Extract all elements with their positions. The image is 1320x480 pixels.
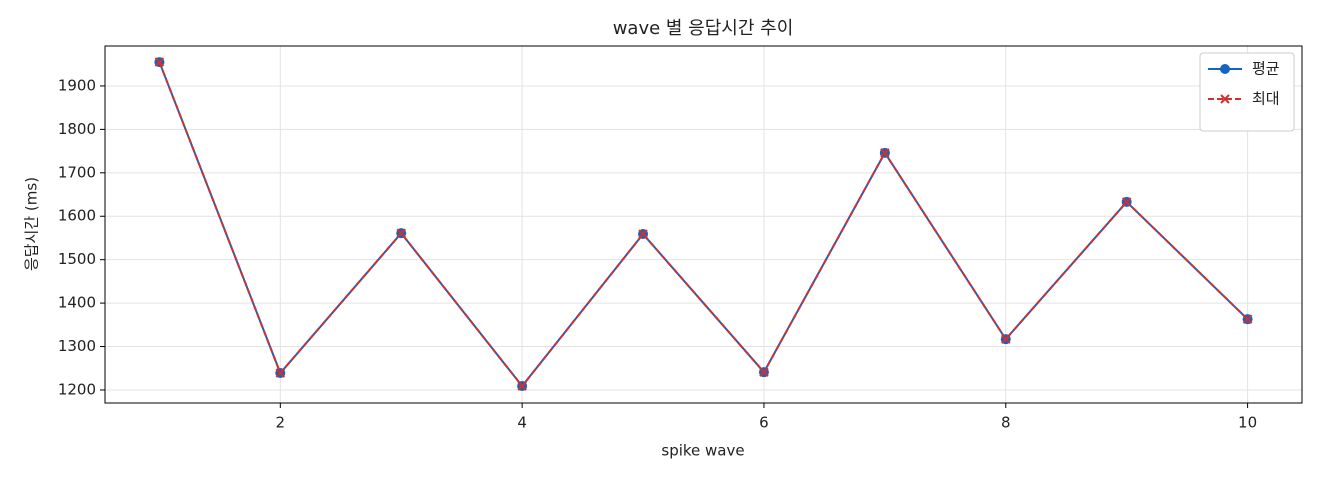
marker — [517, 381, 527, 391]
marker — [154, 57, 165, 67]
y-axis-label: 응답시간 (ms) — [23, 177, 41, 271]
x-tick-label: 8 — [1001, 414, 1011, 432]
marker — [396, 228, 406, 238]
legend-label: 최대 — [1252, 90, 1280, 108]
marker — [1001, 334, 1011, 344]
marker — [1242, 314, 1253, 324]
y-tick-label: 1700 — [58, 163, 96, 181]
marker — [275, 368, 286, 378]
x-tick-label: 4 — [517, 414, 527, 432]
y-tick-label: 1900 — [58, 76, 96, 94]
legend-box — [1199, 52, 1295, 132]
marker — [638, 229, 648, 239]
chart-title: wave 별 응답시간 추이 — [613, 18, 794, 39]
y-tick-label: 1500 — [58, 250, 96, 268]
marker — [880, 148, 890, 158]
x-tick-label: 2 — [276, 414, 286, 432]
x-axis-label: spike wave — [661, 442, 744, 460]
y-tick-label: 1600 — [58, 207, 96, 225]
x-tick-label: 6 — [759, 414, 769, 432]
marker — [759, 367, 769, 377]
y-tick-label: 1800 — [58, 120, 96, 138]
marker — [1121, 197, 1132, 207]
y-tick-label: 1200 — [58, 380, 96, 398]
plot-frame — [104, 45, 1303, 404]
series-line — [158, 61, 1249, 388]
series-line — [158, 61, 1249, 388]
marker — [1220, 94, 1230, 104]
marker — [1220, 64, 1230, 74]
x-tick-label: 10 — [1238, 414, 1257, 432]
y-tick-label: 1400 — [58, 294, 96, 312]
y-tick-label: 1300 — [58, 337, 96, 355]
legend-label: 평균 — [1252, 60, 1280, 78]
